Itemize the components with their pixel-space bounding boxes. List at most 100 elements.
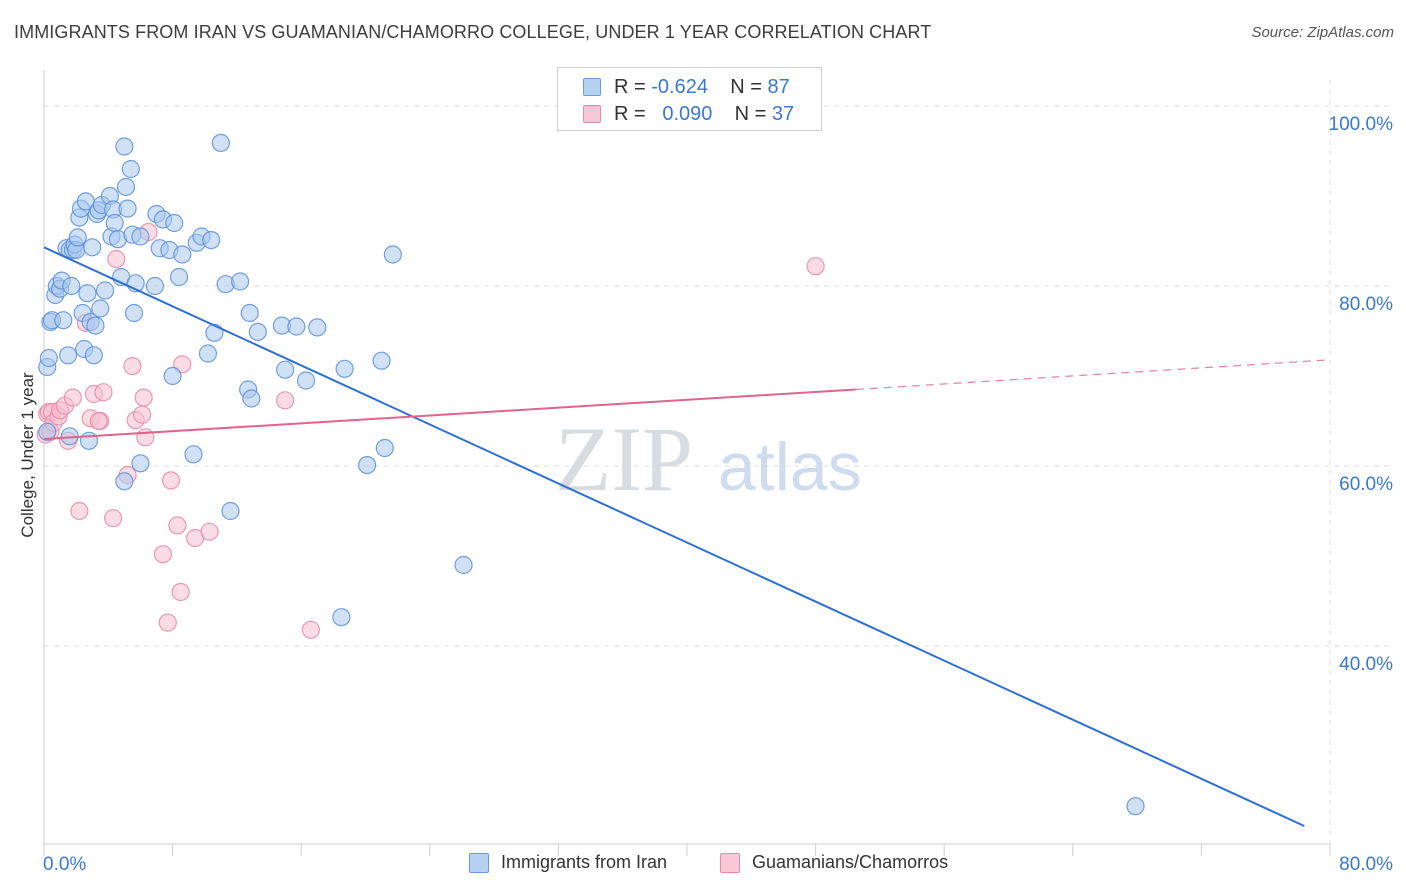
blue-point	[116, 177, 136, 197]
blue-point	[231, 272, 250, 291]
blue-point	[169, 267, 189, 287]
x-tick-label: 0.0%	[43, 854, 86, 875]
blue-point	[198, 344, 218, 363]
pink-trendline-extension	[855, 359, 1331, 391]
blue-point	[276, 360, 295, 379]
pink-point	[161, 471, 181, 490]
blue-point	[163, 366, 182, 386]
r-label: R =	[614, 76, 646, 98]
blue-point	[84, 346, 103, 365]
blue-point	[105, 213, 124, 233]
pink-r-value: 0.090	[662, 103, 713, 125]
blue-point	[91, 299, 110, 318]
blue-point	[287, 317, 306, 336]
y-tick-label: 100.0%	[1329, 114, 1394, 135]
blue-point	[358, 456, 377, 475]
pink-point	[168, 516, 187, 535]
y-tick-label: 40.0%	[1339, 654, 1393, 675]
pink-point	[107, 249, 126, 269]
blue-point	[145, 276, 165, 296]
watermark-zip: ZIP	[555, 408, 693, 510]
correlation-box: R = -0.624 N = 87 R = 0.090 N = 37	[557, 67, 822, 131]
pink-n-value: 37	[771, 103, 795, 125]
blue-point	[121, 159, 140, 179]
blue-point	[248, 322, 267, 341]
pink-point	[70, 501, 89, 521]
blue-point	[1126, 797, 1145, 816]
blue-r-value: -0.624	[651, 76, 708, 98]
blue-point	[79, 431, 99, 450]
pink-swatch	[583, 105, 601, 123]
blue-point	[62, 276, 81, 296]
blue-point	[335, 359, 354, 378]
pink-point	[200, 522, 219, 541]
blue-point	[86, 316, 105, 335]
blue-point	[39, 348, 58, 368]
pink-point	[158, 613, 177, 632]
blue-point	[59, 346, 78, 365]
watermark-atlas: atlas	[718, 429, 862, 505]
pink-trendline	[43, 388, 856, 440]
pink-point	[171, 582, 190, 602]
blue-point	[95, 281, 115, 300]
blue-n-value: 87	[767, 76, 790, 98]
pink-point	[301, 620, 320, 639]
blue-swatch	[583, 78, 601, 96]
watermark: ZIP atlas	[555, 408, 862, 510]
blue-point	[184, 445, 203, 464]
legend-blue-label: Immigrants from Iran	[501, 852, 668, 872]
pink-point	[134, 388, 153, 407]
blue-point	[78, 284, 97, 303]
blue-point	[332, 608, 351, 627]
blue-point	[375, 438, 394, 458]
blue-point	[118, 199, 137, 218]
r-label: R =	[614, 103, 646, 125]
trendlines	[43, 246, 1331, 827]
legend-pink-swatch	[720, 853, 740, 873]
n-label: N =	[730, 76, 762, 98]
pink-point	[276, 391, 295, 410]
n-label: N =	[734, 103, 767, 125]
blue-point	[383, 245, 402, 264]
pink-point	[136, 428, 155, 447]
blue-point	[454, 555, 473, 575]
blue-point	[115, 472, 134, 491]
pink-point	[104, 509, 123, 528]
blue-point	[296, 371, 316, 390]
blue-point	[242, 389, 261, 408]
blue-point	[372, 351, 391, 370]
pink-point	[132, 405, 152, 424]
y-tick-label: 60.0%	[1339, 474, 1393, 495]
legend-blue-swatch	[469, 853, 489, 873]
blue-point	[68, 228, 87, 247]
blue-point	[83, 238, 102, 257]
blue-point	[240, 303, 259, 323]
blue-points	[38, 133, 1145, 816]
blue-point	[165, 213, 184, 233]
pink-point	[89, 411, 108, 431]
tick-labels: 100.0% 80.0% 60.0% 40.0% 0.0% 80.0%	[43, 114, 1393, 875]
blue-point	[205, 323, 224, 342]
chart-title: IMMIGRANTS FROM IRAN VS GUAMANIAN/CHAMOR…	[14, 22, 932, 42]
blue-point	[221, 501, 240, 521]
pink-point	[153, 545, 173, 564]
blue-point	[211, 133, 230, 152]
legend-pink-label: Guamanians/Chamorros	[752, 852, 949, 872]
blue-trendline	[43, 246, 1305, 827]
source-label: Source: ZipAtlas.com	[1251, 24, 1394, 41]
blue-point	[54, 311, 73, 330]
blue-point	[38, 422, 57, 441]
pink-point	[94, 383, 113, 402]
blue-point	[202, 231, 221, 250]
blue-point	[308, 318, 327, 337]
blue-point	[131, 454, 150, 473]
blue-point	[124, 303, 144, 323]
axes	[43, 70, 1331, 856]
pink-point	[806, 257, 825, 276]
blue-point	[173, 245, 192, 264]
x-tick-label: 80.0%	[1339, 854, 1393, 875]
pink-point	[123, 357, 142, 376]
pink-point	[173, 355, 192, 374]
blue-point	[115, 137, 134, 156]
